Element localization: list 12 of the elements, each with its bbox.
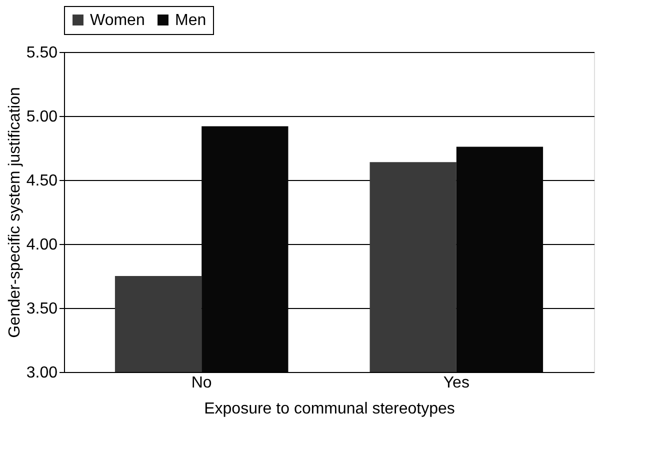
- y-tick-label: 3.00: [26, 364, 58, 382]
- x-tick-label: Yes: [443, 374, 470, 392]
- y-axis-title: Gender-specific system justification: [6, 87, 24, 338]
- legend-label: Men: [175, 12, 206, 29]
- y-tick-label: 4.50: [26, 172, 58, 190]
- y-tick-label: 5.50: [26, 44, 58, 62]
- x-axis-title: Exposure to communal stereotypes: [204, 400, 455, 418]
- x-tick-label: No: [191, 374, 212, 392]
- legend-label: Women: [90, 12, 145, 29]
- y-tick-label: 5.00: [26, 108, 58, 126]
- y-tick-label: 4.00: [26, 236, 58, 254]
- y-tick-label: 3.50: [26, 300, 58, 318]
